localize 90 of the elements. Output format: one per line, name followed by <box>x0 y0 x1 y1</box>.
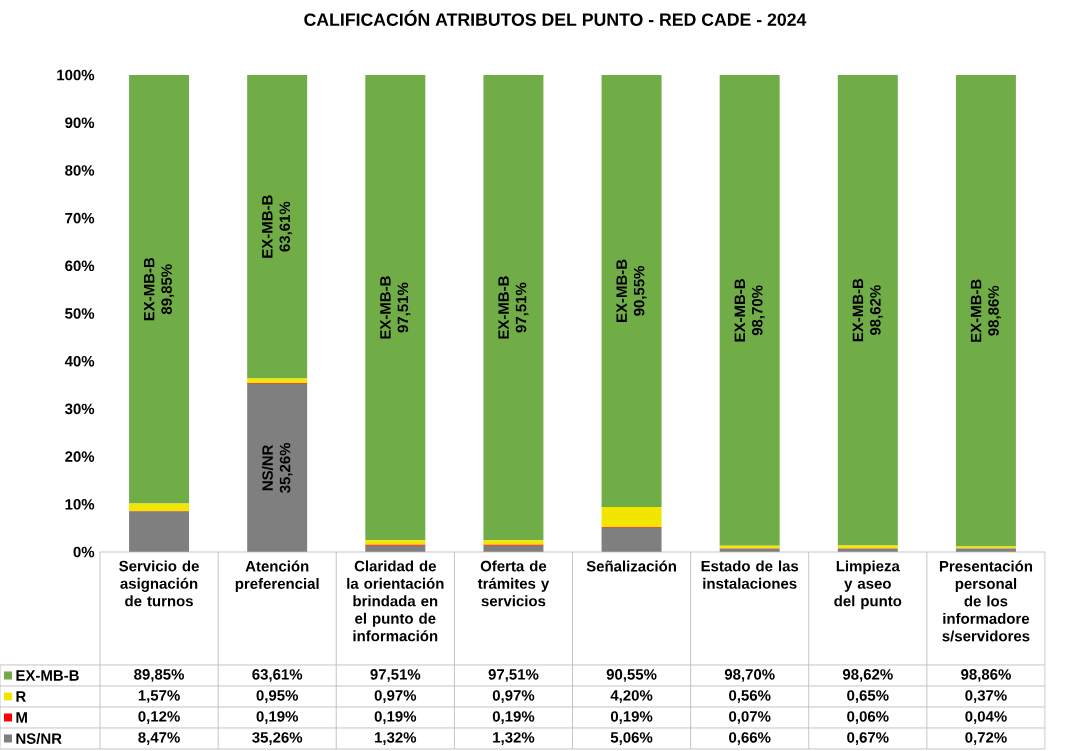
text: 98,70% <box>751 285 765 336</box>
data-label: 0,97% <box>374 690 417 703</box>
text: EX-MB-B <box>616 259 627 322</box>
bar <box>365 75 426 541</box>
text: NS/NR <box>261 444 274 491</box>
y-tick-label: 90% <box>65 117 95 128</box>
bar <box>129 511 190 553</box>
data-label: 0,12% <box>138 711 180 724</box>
data-label: 98,70% <box>724 669 775 682</box>
data-label: 1,57% <box>138 690 180 703</box>
x-tick-label: Presentación personal de los informadore s/servidores <box>939 560 1033 642</box>
data-label: 4,20% <box>610 690 653 703</box>
bar <box>129 74 190 504</box>
text: 89,85% <box>161 264 175 315</box>
y-tick-label: 100% <box>57 69 95 81</box>
legend-label: M <box>16 712 27 723</box>
text: EX-MB-B <box>734 279 745 342</box>
bar <box>247 383 308 553</box>
y-tick-label: 20% <box>65 451 95 462</box>
data-label: 0,37% <box>965 690 1007 703</box>
bar <box>601 506 662 527</box>
bar <box>955 75 1016 547</box>
data-label: 97,51% <box>370 669 421 682</box>
y-tick-label: 30% <box>64 403 95 415</box>
bar <box>483 540 544 545</box>
legend-label: R <box>16 691 26 702</box>
data-label: 98,62% <box>842 669 893 682</box>
y-tick-label: 80% <box>65 165 95 176</box>
data-label: 63,61% <box>252 669 303 682</box>
data-label: 5,06% <box>610 732 653 745</box>
x-tick-label: Limpieza y aseo del punto <box>834 560 902 610</box>
data-label: 0,56% <box>729 690 771 703</box>
bar <box>719 75 780 546</box>
x-tick-label: Atención preferencial <box>235 560 319 592</box>
text: EX-MB-B <box>498 276 509 339</box>
data-label: 90,55% <box>606 669 657 682</box>
legend-label: EX-MB-B <box>16 670 79 681</box>
data-label: 0,95% <box>256 690 299 703</box>
bar <box>837 75 898 546</box>
text: 98,86% <box>988 285 1001 336</box>
data-label: 0,06% <box>847 711 889 724</box>
text: EX-MB-B <box>970 279 982 342</box>
x-tick-label: Claridad de la orientación brindada en el punto de información <box>347 560 444 642</box>
text: 90,55% <box>633 265 647 316</box>
y-tick-label: 60% <box>65 260 95 272</box>
text: 63,61% <box>279 201 293 252</box>
y-tick-label: 0% <box>73 546 95 558</box>
data-label: 1,32% <box>375 732 417 745</box>
bar <box>365 540 426 545</box>
data-label: 0,67% <box>847 732 889 745</box>
text: 97,51% <box>515 282 529 333</box>
y-tick-label: 50% <box>65 308 95 319</box>
data-label: 97,51% <box>488 669 539 682</box>
text: 35,26% <box>279 442 293 493</box>
text: EX-MB-B <box>380 276 391 339</box>
data-label: 35,26% <box>252 732 303 745</box>
x-tick-label: Señalización <box>586 560 676 572</box>
text: EX-MB-B <box>144 257 155 321</box>
bar <box>129 503 190 512</box>
data-label: 0,66% <box>729 732 771 745</box>
bar <box>483 75 544 541</box>
y-tick-label: 70% <box>65 212 95 224</box>
text: EX-MB-B <box>852 278 864 342</box>
data-label: 0,07% <box>729 711 771 724</box>
legend-label: NS/NR <box>16 732 62 745</box>
text: 98,62% <box>870 285 883 336</box>
data-label: 0,72% <box>965 732 1007 745</box>
bar <box>247 378 308 383</box>
y-tick-label: 40% <box>64 355 95 367</box>
data-label: 0,19% <box>374 711 417 724</box>
data-label: 98,86% <box>961 669 1011 682</box>
text: 97,51% <box>397 282 411 333</box>
data-label: 0,19% <box>610 711 653 724</box>
bar <box>601 75 662 507</box>
chart-title: CALIFICACIÓN ATRIBUTOS DEL PUNTO - RED CADE - 2024 <box>304 10 807 26</box>
data-label: 89,85% <box>134 669 185 682</box>
x-tick-label: Servicio de asignación de turnos <box>119 560 199 607</box>
y-tick-label: 10% <box>65 499 95 510</box>
bar <box>601 527 662 553</box>
data-label: 0,19% <box>256 711 299 724</box>
x-tick-label: Estado de las instalaciones <box>701 560 799 589</box>
data-label: 8,47% <box>138 732 180 745</box>
data-label: 0,97% <box>492 690 535 703</box>
text: EX-MB-B <box>262 195 273 258</box>
bar <box>247 74 308 379</box>
data-label: 0,65% <box>847 690 889 703</box>
data-label: 0,19% <box>492 711 535 724</box>
data-label: 0,04% <box>965 711 1007 724</box>
x-tick-label: Oferta de trámites y servicios <box>477 560 550 607</box>
data-label: 1,32% <box>493 732 535 745</box>
